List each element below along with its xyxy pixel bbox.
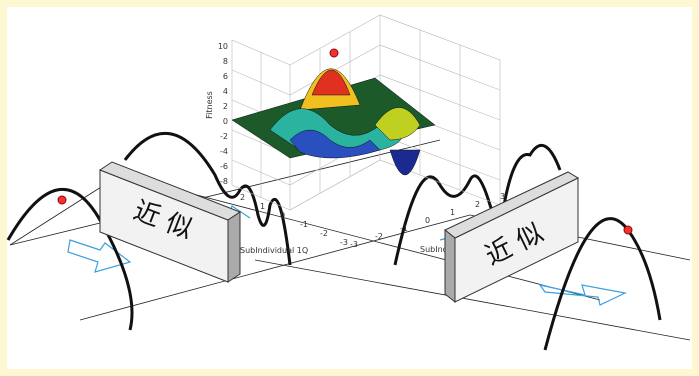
z-tick-label: 4 — [223, 87, 228, 96]
diagram: Fitness 1086420-2-4-6-8210-1-2-3-3-2-101… — [0, 0, 699, 376]
x-tick-label: -2 — [320, 229, 328, 238]
z-tick-label: -4 — [220, 147, 228, 156]
x-axis-label: SubIndividual 1Q — [240, 246, 308, 255]
x-tick-label: -1 — [300, 220, 308, 229]
x-tick-label: 1 — [260, 202, 265, 211]
z-tick-label: -6 — [220, 162, 228, 171]
x-tick-label: 2 — [240, 193, 245, 202]
y-tick-label: -1 — [400, 224, 408, 233]
z-tick-label: 6 — [223, 72, 228, 81]
y-tick-label: -3 — [350, 240, 358, 249]
z-tick-label: -2 — [220, 132, 228, 141]
optimum-dot — [624, 226, 632, 234]
z-tick-label: 8 — [223, 57, 228, 66]
z-tick-label: 10 — [218, 42, 228, 51]
peak-dot — [330, 49, 338, 57]
z-tick-label: 2 — [223, 102, 228, 111]
y-tick-label: 0 — [425, 216, 430, 225]
y-tick-label: 2 — [475, 200, 480, 209]
y-tick-label: -2 — [375, 232, 383, 241]
z-tick-label: 0 — [223, 117, 228, 126]
x-tick-label: -3 — [340, 238, 348, 247]
z-axis-label: Fitness — [205, 91, 214, 119]
optimum-dot — [58, 196, 66, 204]
y-tick-label: 1 — [450, 208, 455, 217]
y-tick-label: 3 — [500, 192, 505, 201]
z-tick-label: -8 — [220, 177, 228, 186]
x-tick-label: 0 — [280, 211, 285, 220]
